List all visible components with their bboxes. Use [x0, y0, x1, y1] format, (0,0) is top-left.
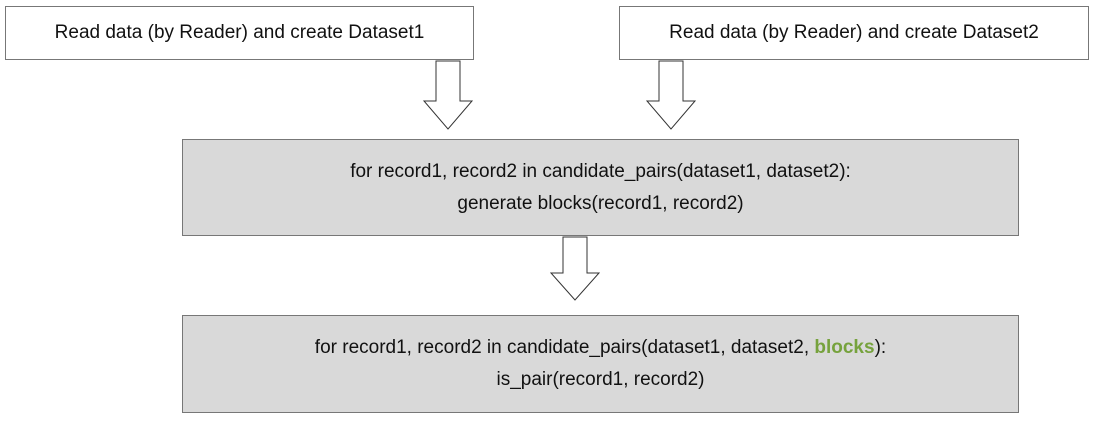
- read-dataset1-box: Read data (by Reader) and create Dataset…: [5, 6, 474, 60]
- read-dataset2-box: Read data (by Reader) and create Dataset…: [619, 6, 1089, 60]
- is-pair-line1-suffix: ):: [874, 337, 887, 358]
- arrow-dataset2-to-blocks: [645, 60, 697, 130]
- generate-blocks-line2: generate blocks(record1, record2): [457, 192, 744, 214]
- generate-blocks-line1: for record1, record2 in candidate_pairs(…: [350, 160, 851, 182]
- is-pair-box: for record1, record2 in candidate_pairs(…: [182, 315, 1019, 413]
- read-dataset2-label: Read data (by Reader) and create Dataset…: [669, 22, 1039, 43]
- read-dataset1-label: Read data (by Reader) and create Dataset…: [54, 22, 425, 43]
- is-pair-line1-prefix: for record1, record2 in candidate_pairs(…: [314, 337, 815, 358]
- generate-blocks-box: for record1, record2 in candidate_pairs(…: [182, 139, 1019, 236]
- arrow-dataset1-to-blocks: [422, 60, 474, 130]
- blocks-highlight: blocks: [814, 337, 875, 358]
- is-pair-line1: for record1, record2 in candidate_pairs(…: [315, 332, 886, 364]
- is-pair-line2: is_pair(record1, record2): [496, 369, 705, 390]
- arrow-blocks-to-pairs: [549, 236, 601, 301]
